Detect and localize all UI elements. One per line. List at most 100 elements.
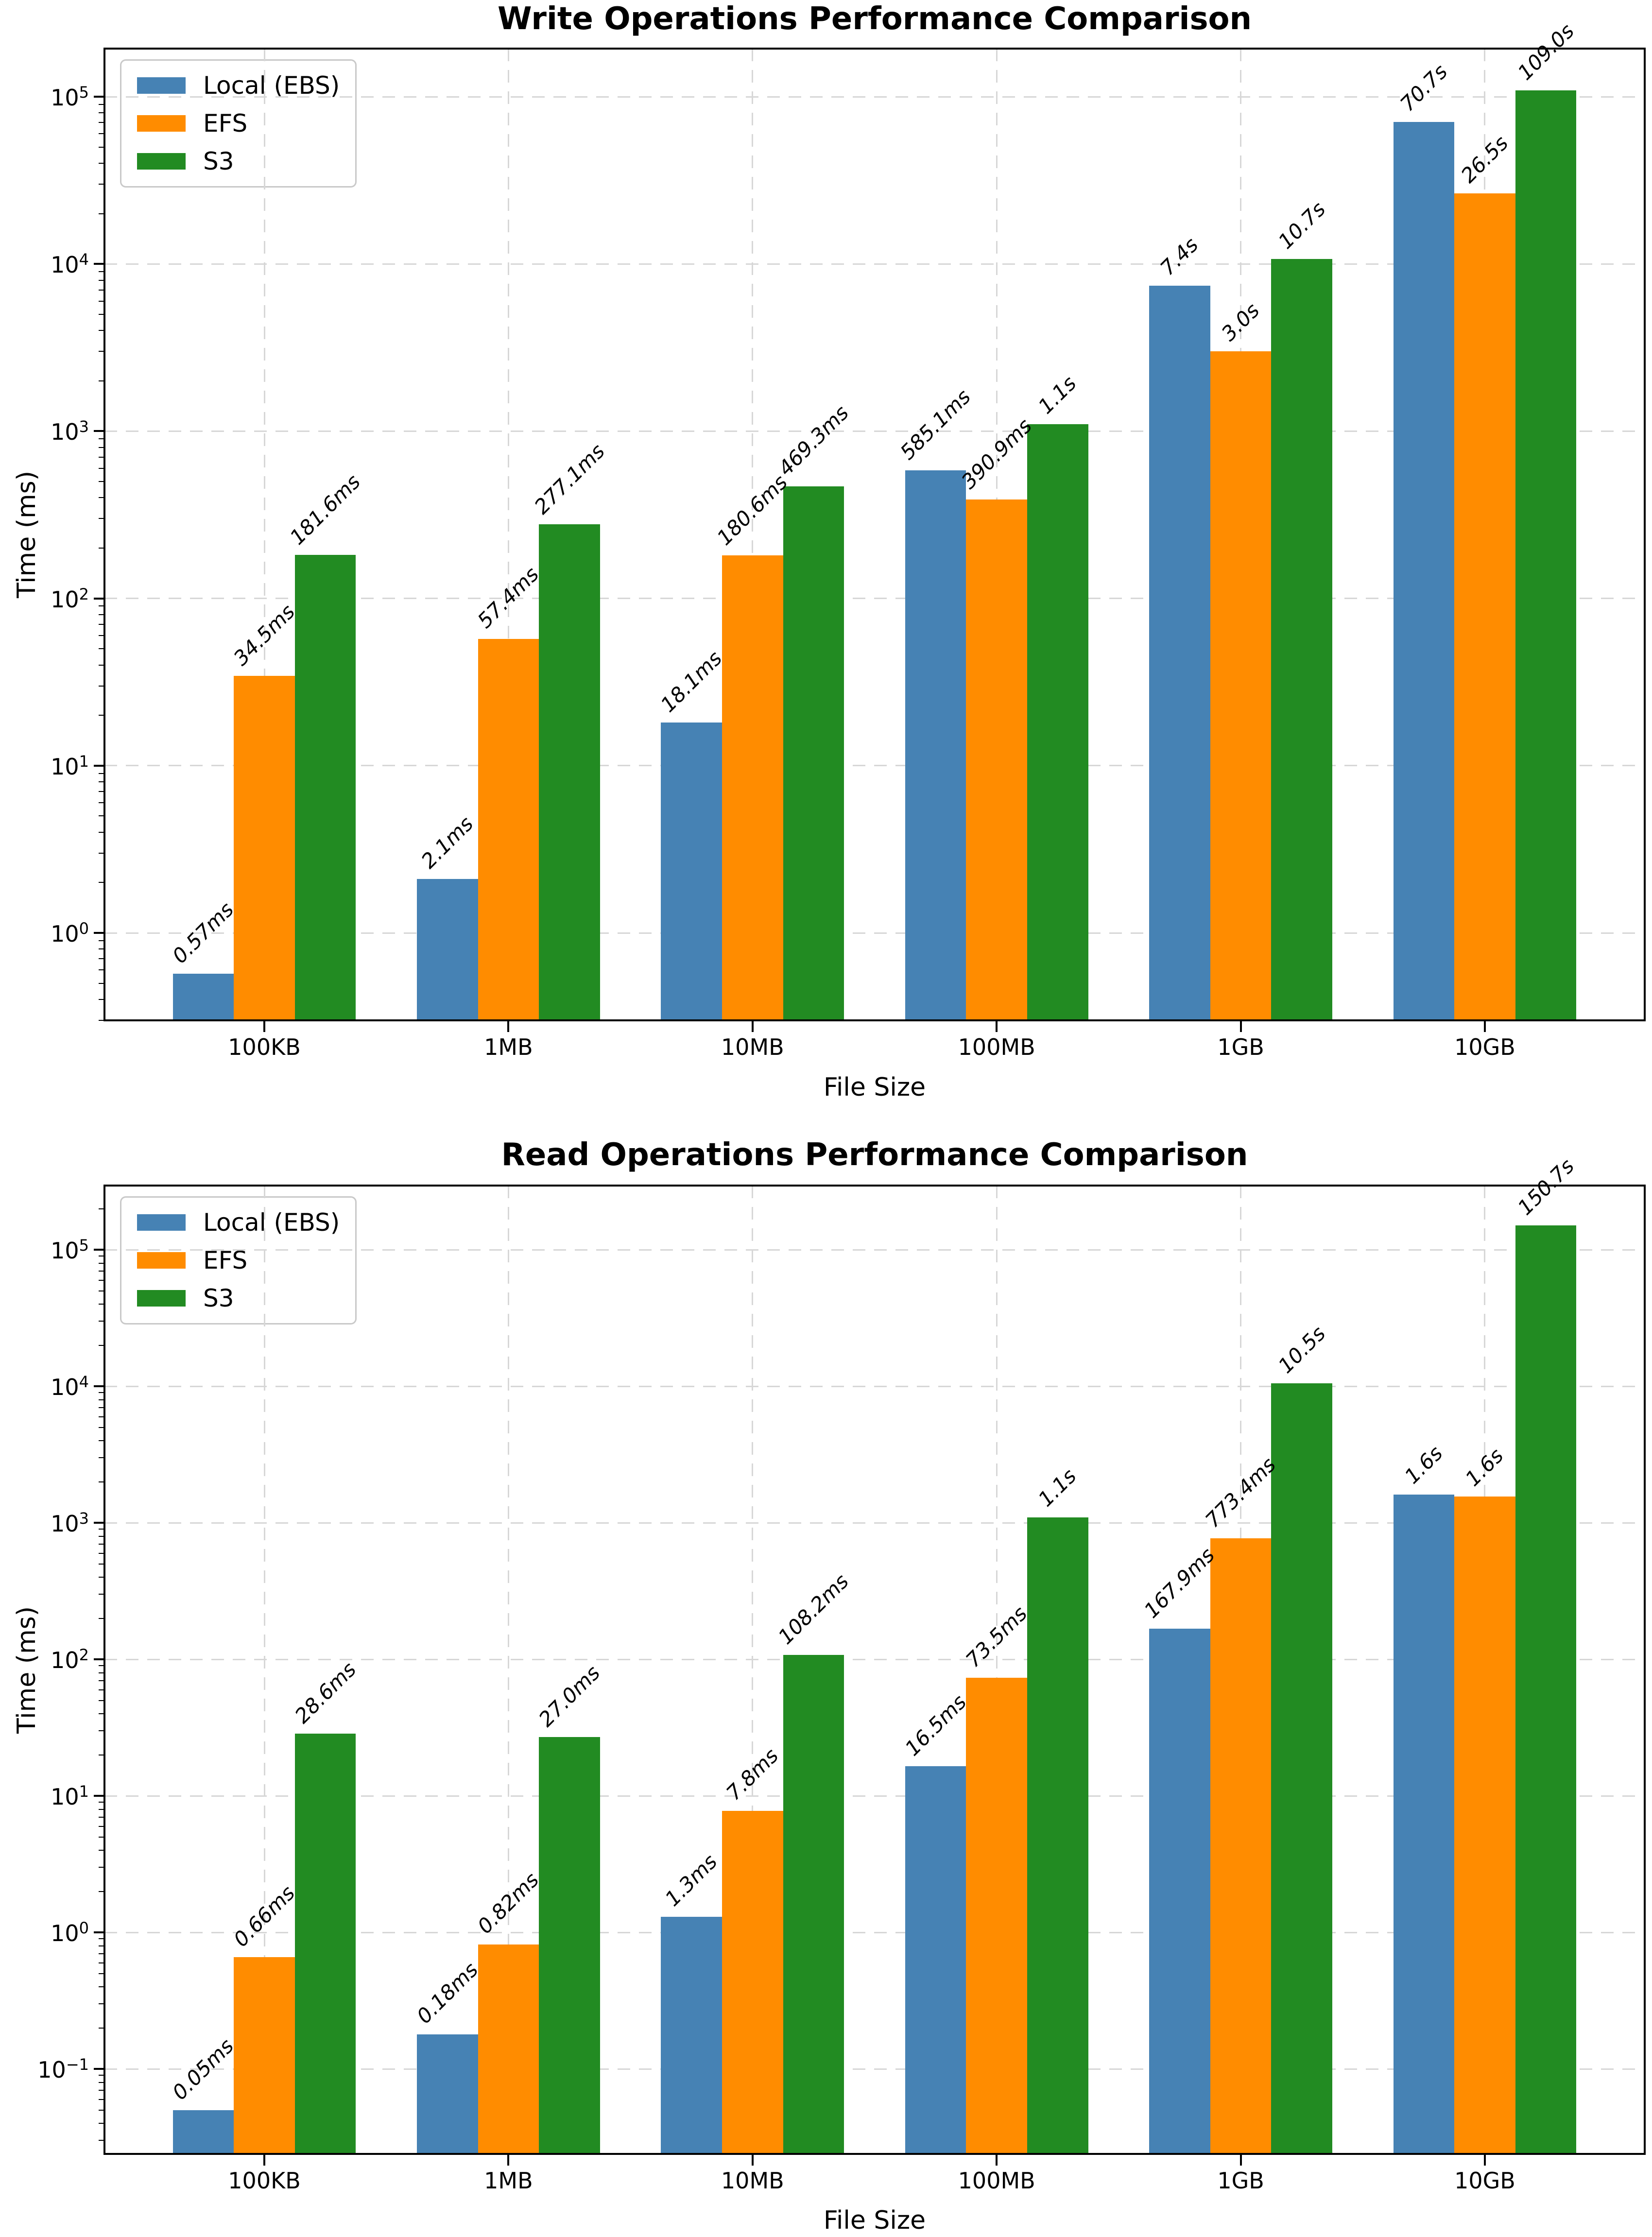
x-major-tick bbox=[507, 1021, 510, 1032]
y-minor-tick bbox=[99, 1457, 104, 1459]
bar-s3-10gb bbox=[1515, 90, 1577, 1020]
y-major-tick bbox=[94, 96, 104, 98]
y-tick-label: 105 bbox=[51, 1236, 89, 1264]
bar-value-label: 18.1ms bbox=[656, 646, 727, 717]
y-minor-tick bbox=[99, 330, 104, 331]
bar-value-label: 108.2ms bbox=[773, 1569, 853, 1649]
legend-item: Local (EBS) bbox=[137, 73, 340, 98]
y-minor-tick bbox=[99, 2082, 104, 2083]
y-minor-tick bbox=[99, 685, 104, 687]
y-minor-tick bbox=[99, 1808, 104, 1810]
y-minor-tick bbox=[99, 1945, 104, 1946]
y-major-tick bbox=[94, 597, 104, 600]
y-major-tick bbox=[94, 1522, 104, 1524]
y-minor-tick bbox=[99, 998, 104, 1000]
y-minor-tick bbox=[99, 438, 104, 440]
bar-value-label: 1.3ms bbox=[660, 1849, 722, 1911]
gridline-vertical bbox=[996, 1186, 998, 2154]
y-minor-tick bbox=[99, 1529, 104, 1530]
legend-color-swatch bbox=[137, 77, 186, 94]
x-tick-label: 100MB bbox=[958, 2168, 1035, 2194]
y-minor-tick bbox=[99, 2140, 104, 2141]
bar-local-ebs--10mb bbox=[661, 723, 722, 1020]
bar-efs-10gb bbox=[1454, 1497, 1515, 2154]
bar-s3-10gb bbox=[1515, 1225, 1577, 2154]
y-major-tick bbox=[94, 764, 104, 767]
y-minor-tick bbox=[99, 1552, 104, 1554]
x-axis-label: File Size bbox=[823, 1073, 926, 1102]
y-tick-label: 103 bbox=[51, 1509, 89, 1537]
bar-value-label: 277.1ms bbox=[529, 439, 609, 519]
y-minor-tick bbox=[99, 781, 104, 783]
y-minor-tick bbox=[99, 1344, 104, 1346]
gridline-vertical bbox=[507, 49, 509, 1020]
bar-s3-1gb bbox=[1271, 259, 1332, 1020]
y-minor-tick bbox=[99, 351, 104, 352]
gridline-vertical bbox=[752, 1186, 754, 2154]
bar-s3-1gb bbox=[1271, 1383, 1332, 2154]
bar-value-label: 28.6ms bbox=[290, 1657, 361, 1728]
bar-value-label: 70.7s bbox=[1395, 59, 1452, 117]
left-spine bbox=[103, 48, 105, 1021]
legend-item: Local (EBS) bbox=[137, 1210, 340, 1235]
bar-local-ebs--100mb bbox=[905, 470, 966, 1020]
gridline-horizontal bbox=[104, 430, 1645, 432]
bar-local-ebs--1mb bbox=[417, 2034, 478, 2154]
bar-efs-10mb bbox=[722, 1810, 783, 2154]
y-minor-tick bbox=[99, 1262, 104, 1264]
y-minor-tick bbox=[99, 1270, 104, 1272]
y-minor-tick bbox=[99, 1481, 104, 1482]
y-minor-tick bbox=[99, 1665, 104, 1667]
y-minor-tick bbox=[99, 133, 104, 135]
y-major-tick bbox=[94, 1795, 104, 1797]
x-major-tick bbox=[751, 1021, 754, 1032]
bottom-spine bbox=[103, 1019, 1646, 1021]
bar-s3-100kb bbox=[294, 1734, 356, 2154]
y-minor-tick bbox=[99, 518, 104, 519]
legend-item: S3 bbox=[137, 1286, 340, 1310]
y-minor-tick bbox=[99, 1577, 104, 1578]
y-major-tick bbox=[94, 1385, 104, 1388]
bar-value-label: 27.0ms bbox=[534, 1661, 605, 1732]
bar-s3-1mb bbox=[539, 1737, 600, 2154]
y-minor-tick bbox=[99, 1938, 104, 1940]
y-minor-tick bbox=[99, 289, 104, 291]
x-tick-label: 100KB bbox=[228, 2168, 301, 2194]
y-tick-label: 102 bbox=[51, 585, 89, 613]
y-minor-tick bbox=[99, 648, 104, 650]
x-tick-label: 100MB bbox=[958, 1034, 1035, 1060]
legend-item: S3 bbox=[137, 149, 340, 173]
x-major-tick bbox=[1483, 2155, 1486, 2166]
bar-value-label: 2.1ms bbox=[416, 811, 478, 874]
y-minor-tick bbox=[99, 112, 104, 114]
legend-item-label: Local (EBS) bbox=[203, 71, 340, 100]
y-minor-tick bbox=[99, 1836, 104, 1838]
y-major-tick bbox=[94, 263, 104, 265]
y-minor-tick bbox=[99, 456, 104, 458]
y-minor-tick bbox=[99, 1416, 104, 1417]
y-minor-tick bbox=[99, 1816, 104, 1818]
gridline-horizontal bbox=[104, 932, 1645, 934]
y-minor-tick bbox=[99, 614, 104, 615]
y-minor-tick bbox=[99, 1543, 104, 1545]
y-minor-tick bbox=[99, 791, 104, 792]
bar-value-label: 1.1s bbox=[1033, 371, 1081, 419]
bar-s3-1mb bbox=[539, 524, 600, 1020]
y-tick-label: 104 bbox=[51, 250, 89, 278]
y-minor-tick bbox=[99, 1392, 104, 1394]
y-minor-tick bbox=[99, 103, 104, 105]
y-minor-tick bbox=[99, 1399, 104, 1400]
x-tick-label: 10GB bbox=[1454, 2168, 1515, 2194]
y-minor-tick bbox=[99, 300, 104, 302]
y-minor-tick bbox=[99, 497, 104, 499]
bar-local-ebs--100mb bbox=[905, 1766, 966, 2154]
y-minor-tick bbox=[99, 623, 104, 625]
x-major-tick bbox=[1239, 1021, 1242, 1032]
y-minor-tick bbox=[99, 1986, 104, 1988]
right-spine bbox=[1644, 48, 1646, 1021]
y-major-tick bbox=[94, 1658, 104, 1661]
y-minor-tick bbox=[99, 2003, 104, 2005]
y-tick-label: 105 bbox=[51, 83, 89, 111]
bar-value-label: 585.1ms bbox=[895, 384, 976, 465]
